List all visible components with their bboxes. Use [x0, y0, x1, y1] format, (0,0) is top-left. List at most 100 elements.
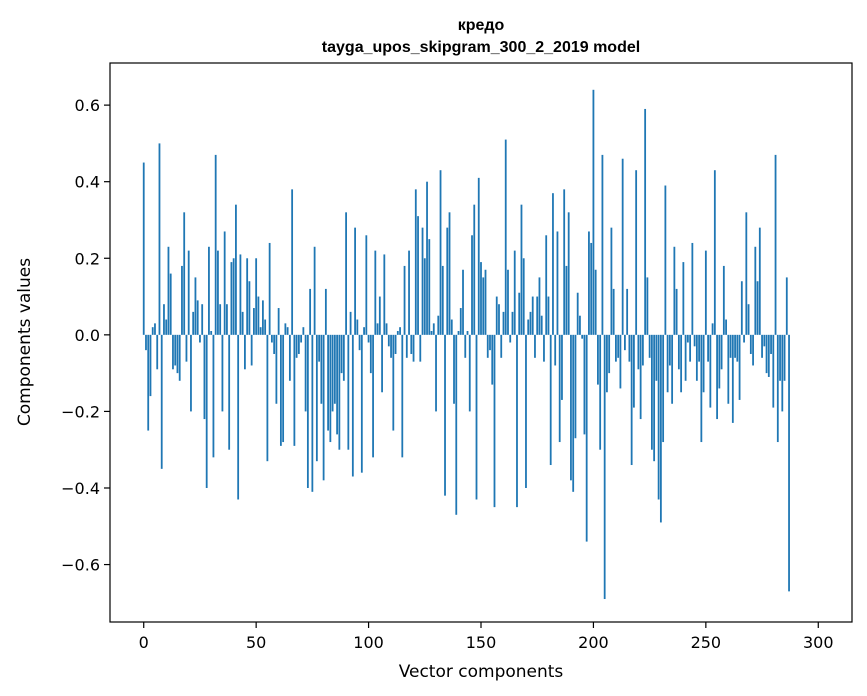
bar-233: [666, 334, 669, 393]
bar-65: [288, 334, 291, 381]
bar-164: [511, 311, 514, 335]
x-axis-label: Vector components: [399, 662, 564, 682]
bar-264: [736, 334, 739, 362]
bar-97: [360, 334, 363, 473]
bar-220: [637, 334, 640, 370]
bar-72: [304, 334, 307, 412]
bar-8: [160, 334, 163, 469]
bar-120: [412, 334, 415, 362]
bar-173: [531, 296, 534, 335]
bar-81: [324, 288, 327, 335]
bar-270: [749, 334, 752, 354]
bar-158: [498, 304, 500, 335]
bar-206: [606, 334, 608, 393]
bar-249: [702, 334, 705, 393]
bar-101: [369, 334, 372, 374]
bar-138: [453, 334, 455, 404]
bar-171: [527, 319, 530, 335]
bar-5: [154, 323, 156, 335]
bar-269: [747, 304, 750, 335]
bar-277: [765, 334, 768, 374]
bar-9: [163, 304, 165, 335]
bar-50: [255, 258, 258, 335]
bar-170: [525, 334, 527, 488]
bar-228: [655, 334, 658, 381]
bar-15: [176, 334, 179, 374]
bar-278: [767, 334, 770, 377]
bar-188: [565, 265, 568, 335]
bar-66: [291, 189, 294, 335]
bar-153: [486, 334, 489, 358]
bar-17: [181, 265, 183, 335]
bar-149: [477, 177, 480, 335]
bar-2: [147, 334, 150, 431]
bar-160: [502, 311, 505, 335]
bar-232: [664, 185, 667, 335]
bar-83: [329, 334, 332, 443]
bar-53: [262, 300, 264, 335]
bar-67: [293, 334, 296, 446]
bar-259: [725, 319, 727, 335]
bar-284: [781, 334, 784, 412]
bar-235: [671, 334, 674, 404]
bar-163: [509, 334, 512, 343]
bar-151: [482, 277, 485, 335]
bar-70: [300, 334, 303, 343]
bar-166: [516, 334, 518, 508]
bar-229: [657, 334, 660, 500]
bar-186: [561, 334, 563, 400]
bar-273: [756, 281, 759, 335]
bar-47: [248, 281, 251, 335]
bar-214: [624, 334, 626, 351]
bar-63: [284, 323, 287, 335]
x-tick-label: 200: [578, 633, 609, 652]
bar-78: [318, 334, 321, 362]
bar-227: [653, 334, 656, 462]
bar-45: [244, 334, 246, 370]
bar-252: [709, 334, 712, 408]
bar-280: [772, 334, 775, 408]
bar-140: [457, 331, 460, 335]
bar-118: [408, 250, 410, 335]
bar-74: [309, 288, 312, 335]
bar-261: [729, 334, 732, 358]
y-tick-label: −0.4: [61, 479, 100, 498]
bar-218: [633, 334, 635, 408]
bar-12: [169, 273, 172, 335]
bar-256: [718, 334, 721, 389]
bar-85: [333, 334, 336, 404]
bar-119: [410, 334, 413, 354]
bar-189: [567, 212, 570, 335]
bar-6: [156, 334, 159, 370]
bar-134: [444, 334, 446, 496]
bar-75: [311, 334, 314, 492]
y-tick-label: 0.4: [75, 173, 100, 192]
bar-25: [199, 334, 201, 343]
bar-26: [201, 304, 204, 335]
bar-117: [405, 334, 408, 358]
bar-21: [190, 334, 192, 412]
bar-240: [682, 262, 685, 335]
bar-223: [644, 108, 647, 335]
bar-109: [387, 334, 390, 347]
bar-230: [659, 334, 662, 523]
bar-176: [538, 277, 541, 335]
bar-113: [396, 331, 399, 335]
bar-77: [315, 334, 318, 462]
bar-123: [419, 334, 422, 362]
bar-104: [376, 323, 379, 335]
bar-122: [417, 216, 419, 335]
bar-275: [761, 334, 763, 358]
bar-98: [363, 327, 365, 335]
bar-205: [603, 334, 606, 600]
bar-56: [268, 242, 271, 335]
bar-133: [441, 265, 444, 335]
bar-137: [450, 319, 453, 335]
bar-204: [601, 154, 604, 335]
bar-35: [221, 334, 224, 412]
bar-187: [563, 189, 566, 335]
bar-37: [226, 304, 228, 335]
bar-213: [621, 158, 624, 335]
x-axis-ticks: 0 50 100 150 200 250 300: [139, 622, 834, 652]
bar-146: [471, 235, 473, 335]
